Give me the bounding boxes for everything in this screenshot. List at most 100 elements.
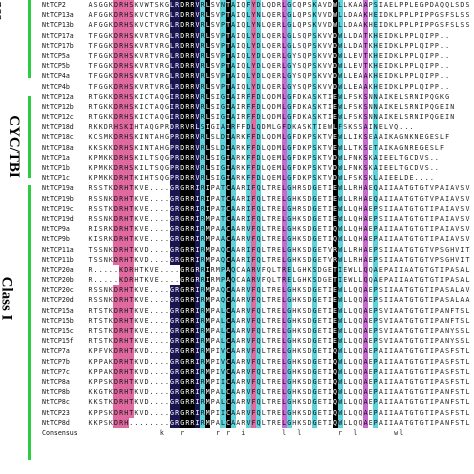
residue: G (419, 225, 424, 234)
residue: K (317, 174, 322, 183)
residue: R (241, 408, 246, 417)
residue: P (373, 285, 379, 296)
residue: W (337, 71, 343, 82)
residue: A (230, 397, 236, 408)
residue: S (378, 327, 383, 335)
residue: H (123, 30, 129, 41)
residue: T (414, 255, 419, 264)
residue: V (465, 214, 470, 223)
residue: P (434, 235, 439, 244)
residue: T (128, 295, 134, 306)
residue: I (245, 193, 251, 204)
residue: R (241, 296, 246, 305)
residue: S (302, 296, 307, 305)
residue: K (394, 51, 399, 60)
residue: T (149, 21, 154, 30)
residue: P (434, 225, 439, 234)
residue: L (337, 10, 343, 21)
residue: A (378, 184, 383, 193)
residue: S (154, 164, 159, 172)
sequence-name: NtTCP8a (42, 377, 70, 386)
residue: K (144, 276, 149, 285)
residue: L (343, 316, 348, 325)
residue: V (419, 153, 424, 162)
residue: D (414, 164, 419, 172)
residue: Q (302, 72, 307, 81)
residue: A (230, 20, 236, 31)
residue: W (337, 234, 343, 245)
residue: T (266, 245, 271, 254)
residue: Y (251, 20, 257, 31)
residue: L (281, 356, 287, 367)
residue: H (123, 346, 129, 357)
residue: T (424, 367, 429, 376)
sequence-row: TFGGKDRHSKVRTVRGLRDRRVRLSVPTAIQLYDLQERLG… (88, 30, 474, 41)
residue: Q (429, 92, 434, 101)
residue: V (139, 357, 144, 366)
residue: L (414, 72, 419, 81)
residue: A (230, 101, 236, 113)
residue: G (409, 327, 414, 335)
residue: R (277, 62, 281, 71)
residue: T (424, 408, 429, 417)
residue: H (292, 296, 297, 305)
residue: A (154, 113, 159, 122)
residue: A (409, 276, 414, 285)
residue: H (368, 11, 373, 20)
residue: S (378, 204, 383, 213)
sequence-name: NtTCP17a (42, 31, 74, 40)
residue: R (184, 91, 190, 102)
residue: H (134, 276, 139, 285)
residue: T (225, 50, 231, 62)
class-bar-class1 (28, 185, 31, 460)
residue: S (128, 10, 134, 21)
residue: A (358, 82, 363, 91)
residue: K (307, 123, 312, 132)
residue: K (348, 1, 353, 9)
residue: L (348, 357, 353, 366)
residue: L (348, 296, 353, 305)
residue: D (169, 122, 175, 133)
residue: Q (353, 286, 358, 295)
residue: P (404, 51, 409, 60)
residue: C (409, 164, 414, 172)
residue: G (179, 203, 185, 214)
residue: C (225, 234, 231, 245)
residue: F (348, 164, 353, 172)
residue: T (322, 327, 327, 335)
residue: G (409, 204, 414, 213)
sequence-row: TFGGKDRHSKVRTVRGLRDRRVRLSVPTAIQLYDLQERLG… (88, 61, 474, 72)
residue: K (312, 0, 318, 11)
residue: . (154, 398, 159, 407)
residue: P (98, 367, 103, 376)
sequence-row: RSSTKDRHTKVE....GRGRRIRIPATCAARIFQLTRELG… (88, 203, 474, 214)
residue: K (134, 204, 139, 213)
residue: G (434, 11, 439, 20)
residue: T (93, 113, 98, 122)
residue: K (134, 184, 139, 193)
residue: . (164, 388, 169, 397)
residue: Q (332, 366, 338, 377)
residue: I (460, 255, 465, 264)
residue: S (455, 367, 460, 376)
residue: R (184, 142, 190, 153)
residue: I (378, 1, 383, 9)
residue: G (286, 315, 292, 327)
residue: E (368, 235, 373, 244)
residue: E (277, 286, 281, 295)
residue: A (236, 306, 241, 315)
residue: S (455, 418, 460, 427)
residue: H (159, 133, 164, 142)
residue: K (88, 357, 93, 366)
residue: . (409, 123, 414, 132)
residue: N (103, 194, 108, 203)
residue: A (394, 245, 399, 254)
residue: G (419, 286, 424, 295)
residue: R (189, 0, 195, 11)
residue: S (128, 91, 134, 102)
residue: R (118, 346, 124, 357)
residue: T (225, 10, 231, 21)
residue: P (210, 245, 215, 254)
residue: H (292, 214, 297, 223)
residue: S (465, 11, 470, 20)
